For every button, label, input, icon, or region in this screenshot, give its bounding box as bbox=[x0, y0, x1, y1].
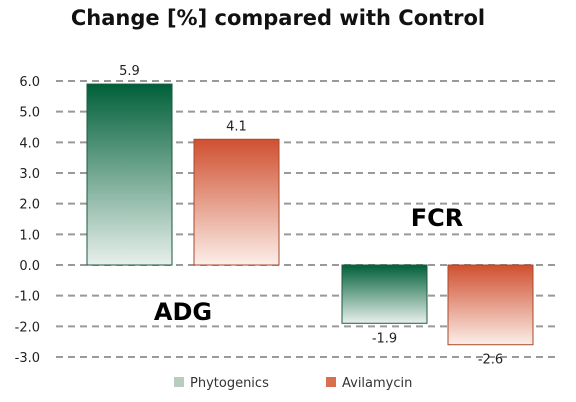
category-label-adg: ADG bbox=[154, 298, 212, 326]
y-tick-label: -3.0 bbox=[15, 351, 40, 366]
y-tick-label: -2.0 bbox=[15, 320, 40, 335]
y-tick-label: 0.0 bbox=[19, 259, 40, 274]
data-label: -2.6 bbox=[478, 353, 503, 368]
data-labels: 5.9 -1.9 4.1 -2.6 bbox=[119, 64, 503, 368]
bars bbox=[86, 83, 534, 346]
y-tick-label: 6.0 bbox=[19, 75, 40, 90]
y-tick-label: 1.0 bbox=[19, 228, 40, 243]
bar-phytogenics-fcr bbox=[341, 264, 428, 324]
legend-swatch-phytogenics bbox=[174, 377, 184, 387]
category-label-fcr: FCR bbox=[411, 204, 464, 232]
y-tick-label: 2.0 bbox=[19, 198, 40, 213]
data-label: 5.9 bbox=[119, 64, 140, 79]
y-tick-label: -1.0 bbox=[15, 290, 40, 305]
data-label: -1.9 bbox=[372, 331, 397, 346]
y-tick-label: 5.0 bbox=[19, 106, 40, 121]
y-axis-ticks: 6.0 5.0 4.0 3.0 2.0 1.0 0.0 -1.0 -2.0 -3.0 bbox=[15, 75, 40, 366]
y-tick-label: 3.0 bbox=[19, 167, 40, 182]
chart-title: Change [%] compared with Control bbox=[71, 6, 485, 30]
bar-avilamycin-adg bbox=[193, 138, 280, 266]
bar-avilamycin-fcr bbox=[447, 264, 534, 346]
legend: Phytogenics Avilamycin bbox=[174, 376, 412, 391]
bar-phytogenics-adg bbox=[86, 83, 173, 266]
y-tick-label: 4.0 bbox=[19, 136, 40, 151]
data-label: 4.1 bbox=[226, 119, 247, 134]
legend-swatch-avilamycin bbox=[326, 377, 336, 387]
legend-label-phytogenics: Phytogenics bbox=[190, 376, 269, 391]
legend-label-avilamycin: Avilamycin bbox=[342, 376, 412, 391]
